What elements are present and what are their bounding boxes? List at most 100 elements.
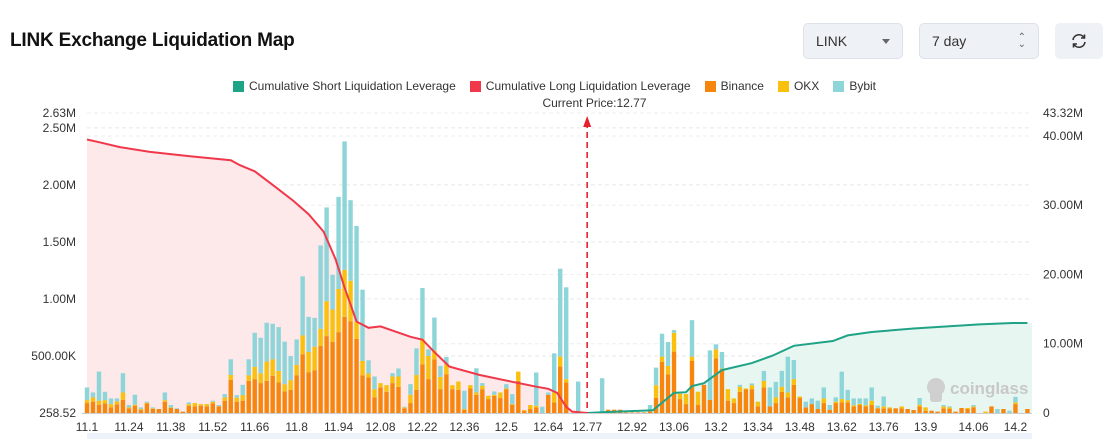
- bar-okx: [474, 392, 479, 395]
- bar-okx: [336, 289, 341, 333]
- legend-item[interactable]: OKX: [777, 79, 819, 93]
- bar-bybit: [348, 200, 353, 281]
- bar-bybit: [558, 268, 563, 357]
- bar-binance: [360, 375, 365, 413]
- bar-okx: [162, 400, 168, 402]
- bar-okx: [528, 405, 533, 410]
- bar-group: [282, 341, 287, 413]
- bar-binance: [336, 332, 341, 413]
- bar-binance: [474, 394, 479, 413]
- x-axis-tick: 13.62: [827, 420, 857, 434]
- x-axis-tick: 13.9: [914, 420, 938, 434]
- bar-bybit: [845, 389, 850, 401]
- bar-binance: [629, 412, 635, 413]
- bar-okx: [659, 356, 665, 362]
- bar-bybit: [258, 337, 263, 374]
- bar-okx: [198, 404, 204, 406]
- symbol-select[interactable]: LINK: [803, 23, 903, 59]
- bar-okx: [534, 405, 539, 408]
- bar-okx: [875, 407, 880, 409]
- bar-okx: [240, 395, 245, 401]
- bar-bybit: [252, 332, 257, 367]
- bar-binance: [701, 384, 707, 413]
- bar-binance: [456, 389, 461, 413]
- bar-bybit: [659, 333, 665, 357]
- bar-group: [84, 387, 90, 413]
- bar-okx: [288, 380, 293, 390]
- legend-item[interactable]: Bybit: [833, 79, 876, 93]
- bar-okx: [947, 407, 952, 410]
- bar-okx: [785, 392, 791, 398]
- bar-okx: [282, 384, 287, 392]
- x-axis-tick: 12.08: [365, 420, 395, 434]
- x-axis-tick: 12.36: [449, 420, 479, 434]
- bar-okx: [773, 397, 779, 404]
- bar-group: [96, 371, 102, 413]
- time-range-select[interactable]: 7 day ⌃ ⌄: [919, 23, 1039, 59]
- bar-group: [677, 393, 683, 413]
- bar-group: [324, 207, 329, 413]
- bar-group: [294, 339, 299, 413]
- refresh-button[interactable]: [1055, 23, 1103, 59]
- bar-group: [384, 385, 389, 413]
- bar-binance: [258, 383, 263, 413]
- legend-label: Cumulative Long Liquidation Leverage: [485, 79, 691, 93]
- bar-binance: [522, 410, 527, 413]
- bar-group: [665, 342, 671, 413]
- bar-okx: [150, 408, 156, 410]
- legend-item[interactable]: Cumulative Short Liquidation Leverage: [232, 79, 456, 93]
- bar-okx: [324, 301, 329, 337]
- bar-group: [713, 344, 719, 413]
- bar-bybit: [947, 406, 952, 408]
- bar-binance: [1025, 409, 1030, 413]
- bar-bybit: [174, 408, 180, 410]
- bar-group: [204, 404, 209, 413]
- bar-group: [498, 392, 503, 413]
- bar-group: [444, 356, 449, 413]
- bar-group: [264, 322, 269, 413]
- bar-binance: [90, 401, 96, 413]
- bar-okx: [821, 398, 826, 404]
- x-axis-tick: 11.38: [156, 420, 185, 434]
- bar-bybit: [216, 405, 221, 407]
- bar-binance: [234, 401, 239, 413]
- bar-binance: [821, 403, 826, 413]
- bar-binance: [707, 399, 713, 413]
- bar-group: [348, 200, 353, 413]
- bar-group: [653, 367, 659, 413]
- bar-group: [683, 394, 689, 413]
- bar-okx: [102, 400, 108, 404]
- bar-bybit: [432, 317, 437, 351]
- bar-bybit: [839, 371, 844, 400]
- bar-okx: [671, 332, 677, 352]
- bar-binance: [731, 403, 737, 413]
- bar-okx: [845, 400, 850, 403]
- bar-group: [905, 409, 910, 413]
- bar-binance: [84, 403, 90, 413]
- bar-bybit: [462, 390, 467, 410]
- bar-bybit: [318, 245, 323, 329]
- bar-okx: [923, 407, 928, 411]
- legend-item[interactable]: Cumulative Long Liquidation Leverage: [469, 79, 691, 93]
- bar-group: [767, 387, 773, 413]
- bar-group: [821, 387, 826, 413]
- bar-binance: [270, 375, 275, 413]
- bar-bybit: [785, 356, 791, 393]
- legend-item[interactable]: Binance: [704, 79, 764, 93]
- x-axis-tick: 11.94: [324, 420, 353, 434]
- bar-binance: [785, 397, 791, 413]
- bar-binance: [420, 364, 425, 413]
- bar-binance: [797, 398, 803, 413]
- bar-bybit: [396, 368, 401, 377]
- bar-okx: [755, 401, 761, 407]
- bar-group: [228, 359, 233, 413]
- bar-group: [468, 385, 473, 413]
- bar-okx: [396, 376, 401, 387]
- bar-binance: [492, 395, 497, 413]
- bar-group: [474, 368, 479, 413]
- bar-okx: [366, 373, 371, 378]
- bar-group: [318, 245, 323, 413]
- bar-binance: [144, 403, 150, 413]
- bar-okx: [312, 346, 317, 371]
- bar-group: [827, 405, 832, 413]
